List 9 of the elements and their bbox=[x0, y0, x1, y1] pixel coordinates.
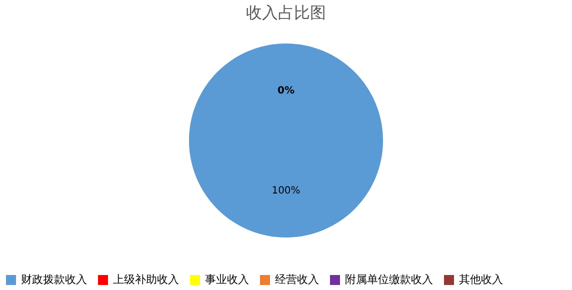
text: 0% bbox=[278, 86, 294, 96]
legend-label: 事业收入 bbox=[205, 273, 249, 286]
legend-label: 其他收入 bbox=[459, 273, 503, 286]
chart-title: 收入占比图 bbox=[246, 3, 326, 22]
legend-label: 财政拨款收入 bbox=[21, 273, 87, 286]
legend-label: 附属单位缴款收入 bbox=[345, 273, 433, 286]
legend-label: 上级补助收入 bbox=[113, 273, 179, 286]
legend-label: 经营收入 bbox=[275, 273, 319, 286]
data-label: 100% bbox=[272, 186, 300, 196]
